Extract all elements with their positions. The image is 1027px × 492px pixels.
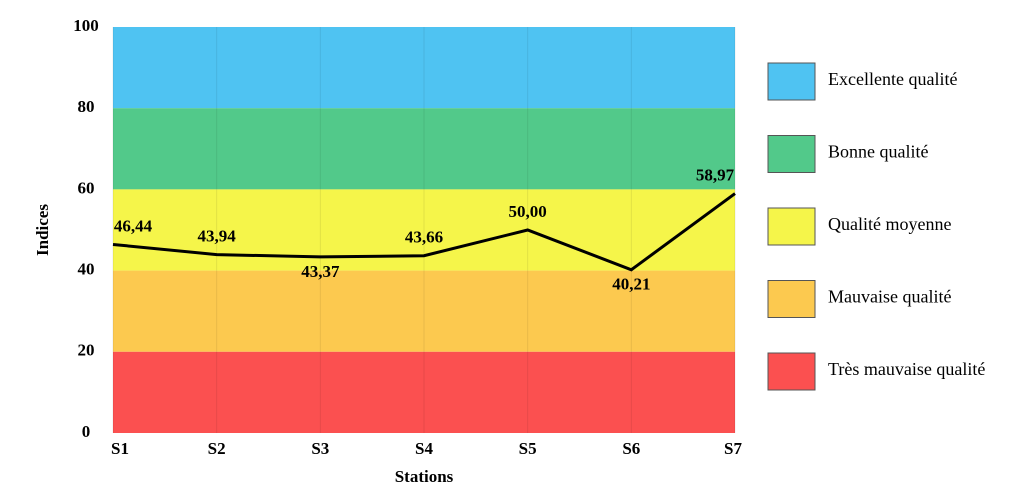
y-tick-label: 60: [78, 178, 95, 197]
x-tick-label: S1: [111, 439, 129, 458]
quality-band: [113, 108, 735, 190]
x-tick-label: S6: [622, 439, 640, 458]
x-tick-label: S4: [415, 439, 433, 458]
legend-label: Bonne qualité: [828, 142, 928, 162]
legend-swatch: [767, 280, 816, 318]
quality-band: [113, 351, 735, 433]
y-tick-label: 20: [78, 341, 95, 360]
y-tick-label: 40: [78, 260, 95, 279]
data-label: 46,44: [114, 216, 153, 235]
legend-swatch: [767, 207, 816, 246]
legend-label: Excellente qualité: [828, 69, 957, 89]
y-tick-label: 100: [73, 16, 99, 35]
y-tick-label: 80: [78, 97, 95, 116]
data-label: 50,00: [509, 202, 547, 221]
data-label: 43,37: [301, 262, 340, 281]
y-tick-label: 0: [82, 422, 91, 441]
data-label: 43,94: [198, 227, 237, 246]
legend-label: Très mauvaise qualité: [828, 359, 985, 379]
data-line: [112, 192, 736, 272]
x-tick-label: S7: [724, 439, 742, 458]
x-axis-title: Stations: [395, 467, 454, 486]
data-label: 40,21: [612, 275, 650, 294]
legend-swatch: [767, 135, 816, 173]
legend-swatch: [767, 62, 816, 101]
quality-band: [113, 270, 735, 352]
quality-band: [113, 27, 735, 109]
legend-swatch: [767, 352, 816, 391]
y-axis-title: Indices: [33, 204, 52, 256]
legend-label: Mauvaise qualité: [828, 287, 951, 307]
data-label: 43,66: [405, 228, 443, 247]
x-tick-label: S3: [311, 439, 329, 458]
legend-label: Qualité moyenne: [828, 214, 951, 234]
x-tick-label: S5: [519, 439, 537, 458]
x-tick-label: S2: [208, 439, 226, 458]
data-label: 58,97: [696, 165, 735, 184]
